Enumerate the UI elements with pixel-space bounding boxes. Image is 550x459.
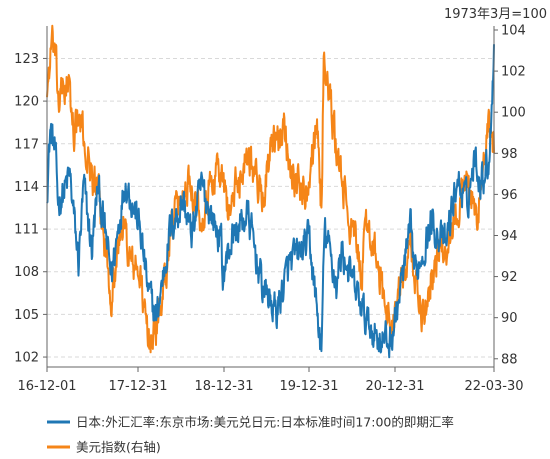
y-left-tick-label-7: 123 (14, 52, 39, 67)
y-right-tick-label-8: 104 (501, 24, 526, 39)
legend: 日本:外汇汇率:东京市场:美元兑日元:日本标准时间17:00的即期汇率 美元指数… (47, 415, 454, 455)
legend-label-usdjpy: 日本:外汇汇率:东京市场:美元兑日元:日本标准时间17:00的即期汇率 (76, 415, 454, 430)
series-layer (46, 24, 495, 359)
gridlines (47, 57, 494, 358)
y-left-tick-label-1: 105 (14, 308, 39, 323)
y-left-tick-label-0: 102 (14, 351, 39, 366)
y-right-tick-label-5: 98 (501, 147, 518, 162)
y-left-tick-label-2: 108 (14, 265, 39, 280)
y-right-tick-label-2: 92 (501, 270, 518, 285)
y-left-tick-label-4: 114 (14, 180, 39, 195)
y-left-tick-label-5: 117 (14, 137, 39, 152)
y-right-tick-label-6: 100 (501, 106, 526, 121)
y-right-tick-label-1: 90 (501, 311, 518, 326)
x-tick-label-0: 16-12-01 (17, 379, 76, 394)
x-tick-label-1: 17-12-31 (108, 379, 167, 394)
y-left-tick-label-6: 120 (14, 95, 39, 110)
y-right-tick-label-7: 102 (501, 65, 526, 80)
legend-label-dxy: 美元指数(右轴) (76, 440, 161, 455)
scale-note: 1973年3月=100 (444, 7, 547, 22)
y-right-tick-label-0: 88 (501, 352, 518, 367)
series-line-usdjpy (46, 44, 495, 359)
y-right-tick-label-4: 96 (501, 188, 518, 203)
x-tick-label-4: 20-12-31 (365, 379, 424, 394)
x-tick-label-3: 19-12-31 (279, 379, 338, 394)
axes: 102 105 108 111 114 117 120 123 88 90 92 94 96 98 100 1… (14, 24, 526, 395)
x-tick-label-2: 18-12-31 (194, 379, 253, 394)
y-left-tick-label-3: 111 (14, 223, 39, 238)
y-right-tick-label-3: 94 (501, 229, 518, 244)
x-tick-label-5: 22-03-30 (464, 379, 523, 394)
